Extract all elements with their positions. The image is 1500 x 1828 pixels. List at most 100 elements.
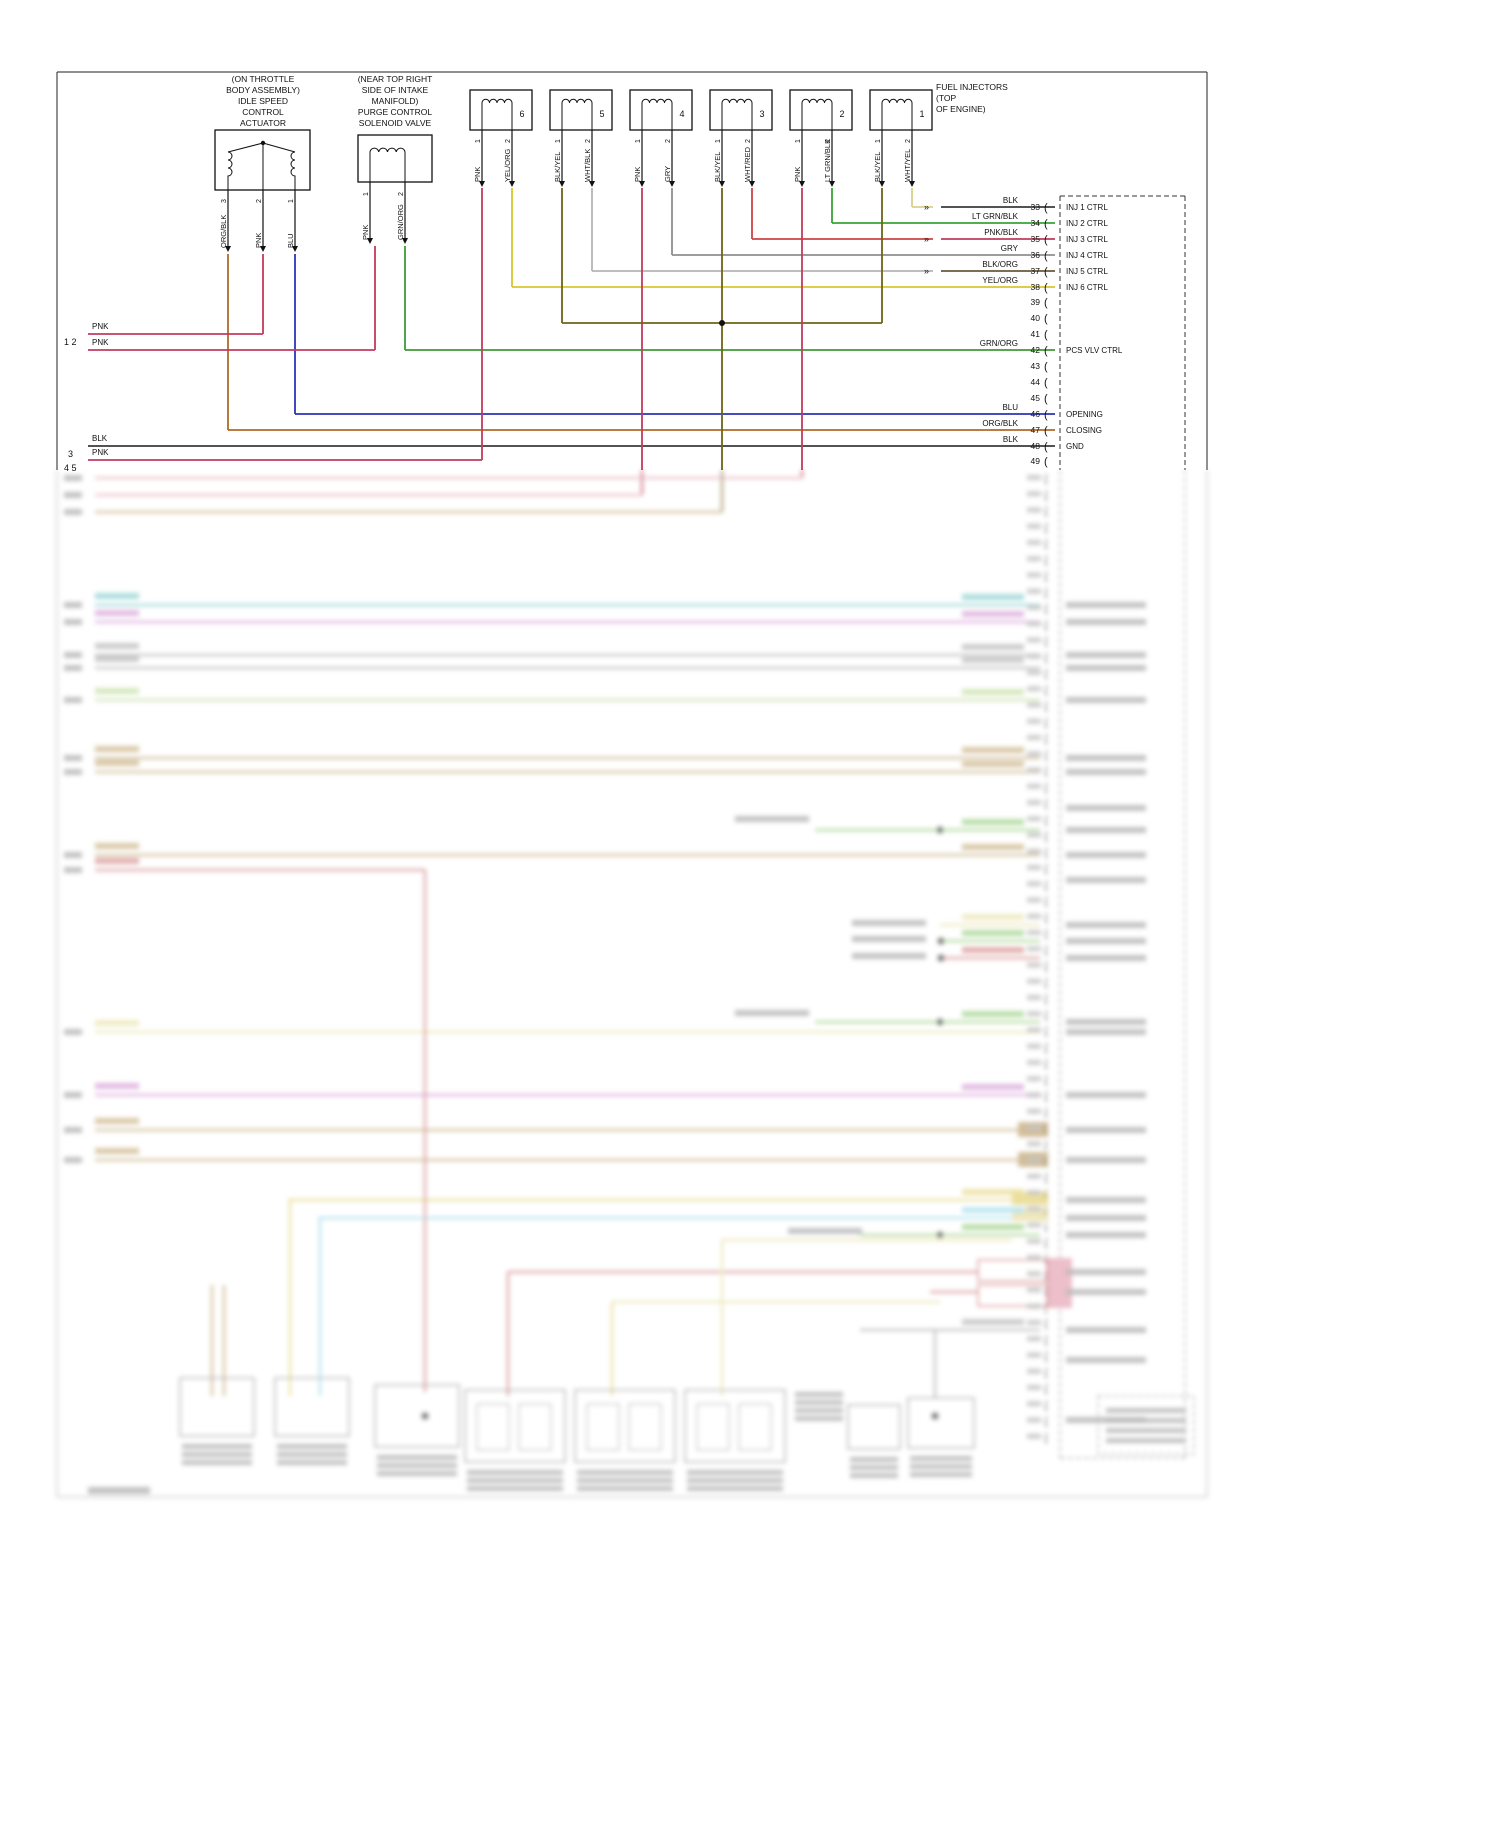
ecm-row-label: INJ 2 CTRL: [1066, 219, 1108, 228]
ecm-pin-number: 41: [1031, 329, 1041, 339]
blur-smudge: [1027, 1320, 1041, 1325]
blur-smudge: [795, 1400, 843, 1405]
ecm-pin-number: 37: [1031, 266, 1041, 276]
blur-smudge: [1027, 783, 1041, 789]
blurred-component-inner: [476, 1403, 510, 1451]
blur-smudge: [467, 1478, 563, 1483]
blur-smudge: [1027, 897, 1041, 903]
blur-smudge: [1027, 686, 1041, 692]
left-wire-label: PNK: [92, 338, 109, 347]
blur-smudge: [962, 594, 1024, 600]
ecm-pin-number: 49: [1031, 456, 1041, 466]
blur-smudge: [687, 1478, 783, 1483]
injector-number: 2: [839, 109, 844, 119]
blurred-terminal-icon: (: [1044, 506, 1048, 518]
blur-smudge: [962, 930, 1024, 936]
blur-smudge: [910, 1472, 972, 1477]
blur-smudge: [962, 611, 1024, 617]
component-title-line: MANIFOLD): [372, 96, 419, 106]
blur-smudge: [1106, 1418, 1186, 1423]
blurred-terminal-icon: (: [1044, 1302, 1048, 1314]
wire-color-label: GRN/ORG: [980, 339, 1018, 348]
wire-color-label: PNK/BLK: [984, 228, 1018, 237]
left-ref-number: 1 2: [64, 337, 77, 347]
wire-color-label: PNK: [633, 167, 642, 182]
injector-box: [469, 89, 533, 131]
blurred-terminal-icon: (: [1044, 1139, 1048, 1151]
ecm-pin-number: 47: [1031, 425, 1041, 435]
wire-color-label: BLK: [1003, 435, 1019, 444]
arrow-icon: [829, 181, 835, 187]
blurred-terminal-icon: (: [1044, 1156, 1048, 1168]
blur-smudge: [962, 819, 1024, 825]
blurred-terminal-icon: (: [1044, 554, 1048, 566]
blurred-terminal-icon: (: [1044, 1334, 1048, 1346]
component-title-line: SOLENOID VALVE: [359, 118, 432, 128]
blur-smudge: [467, 1470, 563, 1475]
blur-smudge: [64, 1157, 82, 1163]
blur-smudge: [962, 914, 1024, 920]
blur-smudge: [377, 1463, 457, 1468]
blur-smudge: [88, 1487, 150, 1494]
blur-smudge: [910, 1456, 972, 1461]
blur-smudge: [64, 492, 82, 498]
blurred-terminal-icon: (: [1044, 1383, 1048, 1395]
blur-smudge: [962, 1084, 1024, 1090]
coil-icon: [881, 98, 913, 130]
arrow-icon: [639, 181, 645, 187]
pin-number: 3: [221, 199, 228, 203]
blur-smudge: [1027, 1108, 1041, 1114]
blurred-terminal-icon: (: [1044, 717, 1048, 729]
blur-smudge: [64, 509, 82, 515]
ecm-pin-number: 39: [1031, 297, 1041, 307]
wire-color-label: PNK: [473, 167, 482, 182]
actuator-internal-wire: [227, 142, 296, 190]
arrow-icon: [799, 181, 805, 187]
blur-smudge: [1027, 865, 1041, 870]
blur-smudge: [377, 1455, 457, 1460]
wire-color-label: WHT/YEL: [903, 149, 912, 182]
blur-smudge: [1027, 475, 1041, 480]
blurred-junction-dot: [936, 1018, 944, 1026]
blurred-terminal-icon: (: [1044, 473, 1048, 485]
blurred-terminal-icon: (: [1044, 1351, 1048, 1363]
injector-number: 3: [759, 109, 764, 119]
blurred-junction-dot: [936, 826, 944, 834]
blurred-terminal-icon: (: [1044, 814, 1048, 826]
blurred-component-box: [274, 1377, 350, 1437]
blur-smudge: [962, 1224, 1024, 1230]
blur-smudge: [1027, 572, 1041, 578]
blur-smudge: [1027, 1011, 1041, 1017]
pin-number: 1: [715, 139, 722, 143]
blur-smudge: [1027, 1287, 1041, 1293]
blur-smudge: [1027, 605, 1041, 610]
blurred-terminal-icon: (: [1044, 798, 1048, 810]
blur-smudge: [962, 1207, 1024, 1213]
blur-smudge: [1027, 1433, 1041, 1439]
arrow-icon: [879, 181, 885, 187]
blur-smudge: [95, 1118, 139, 1124]
blurred-terminal-icon: (: [1044, 1253, 1048, 1265]
ecm-terminal-icon: (: [1044, 234, 1048, 246]
blurred-terminal-icon: (: [1044, 1074, 1048, 1086]
injector-number: 5: [599, 109, 604, 119]
blur-smudge: [64, 475, 82, 481]
blurred-terminal-icon: (: [1044, 928, 1048, 940]
blur-smudge: [1066, 769, 1146, 775]
wire-color-label: BLK/ORG: [982, 260, 1018, 269]
blur-smudge: [1027, 735, 1041, 740]
blur-smudge: [1027, 962, 1041, 968]
blur-smudge: [735, 1010, 809, 1016]
blurred-terminal-icon: (: [1044, 522, 1048, 534]
ecm-terminal-icon: (: [1044, 202, 1048, 214]
blur-smudge: [182, 1452, 252, 1457]
blur-smudge: [1066, 619, 1146, 625]
blur-smudge: [1027, 1092, 1041, 1098]
blur-smudge: [95, 858, 139, 864]
blur-smudge: [95, 688, 139, 694]
arrow-icon: [749, 181, 755, 187]
blurred-connector-block: [977, 1259, 1049, 1282]
blur-smudge: [95, 1020, 139, 1026]
